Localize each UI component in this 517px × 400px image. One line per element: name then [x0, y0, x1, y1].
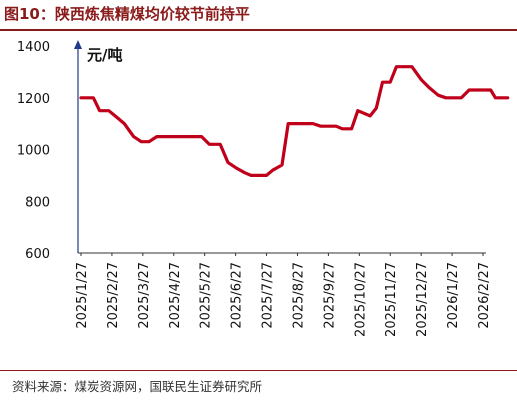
x-tick-label: 2025/7/27 — [261, 262, 276, 329]
y-axis-unit-label: 元/吨 — [87, 46, 122, 64]
chart-title: 图10：陕西炼焦精煤均价较节前持平 — [4, 5, 250, 23]
x-tick-label: 2025/8/27 — [291, 262, 306, 329]
title-divider — [0, 29, 517, 31]
x-tick-label: 2025/3/27 — [137, 262, 152, 329]
y-tick-label: 800 — [25, 195, 50, 210]
y-axis-arrow — [74, 40, 82, 49]
x-tick-label: 2025/1/27 — [75, 262, 90, 329]
x-tick-label: 2026/2/27 — [477, 262, 492, 329]
x-tick-label: 2025/11/27 — [384, 262, 399, 337]
x-tick-label: 2025/9/27 — [322, 262, 337, 329]
x-tick-label: 2026/1/27 — [446, 262, 461, 329]
x-tick-label: 2025/10/27 — [353, 262, 368, 337]
x-tick-label: 2025/5/27 — [199, 262, 214, 329]
y-tick-label: 600 — [25, 247, 50, 262]
footer-divider — [0, 370, 517, 371]
x-tick-label: 2025/6/27 — [230, 262, 245, 329]
y-tick-label: 1200 — [17, 92, 50, 107]
x-tick-label: 2025/12/27 — [415, 262, 430, 337]
source-note: 资料来源：煤炭资源网，国联民生证券研究所 — [12, 379, 263, 394]
x-tick-label: 2025/4/27 — [168, 262, 183, 329]
y-tick-labels: 600 800 1000 1200 1400 — [17, 40, 50, 262]
y-tick-label: 1000 — [17, 144, 50, 159]
chart-axes — [74, 40, 486, 254]
x-tick-label: 2025/2/27 — [106, 262, 121, 329]
y-tick-label: 1400 — [17, 40, 50, 55]
price-series-line — [79, 65, 510, 177]
x-tick-labels: 2025/1/27 2025/2/27 2025/3/27 2025/4/27 2025… — [75, 253, 492, 337]
series-group — [79, 65, 510, 177]
